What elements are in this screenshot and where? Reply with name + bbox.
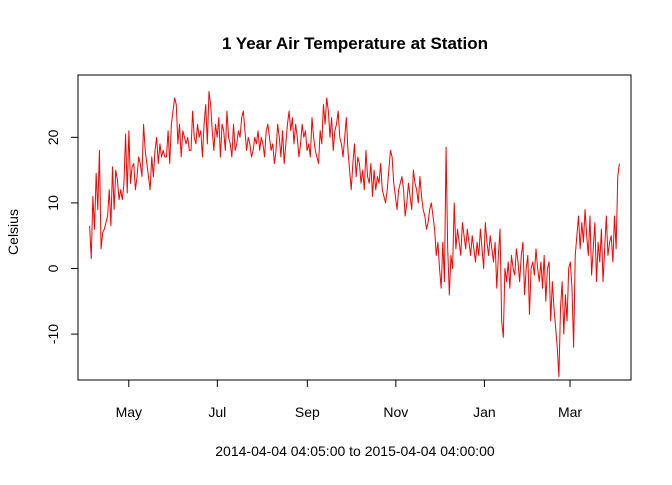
- x-tick-label-4: Jan: [473, 404, 496, 420]
- x-tick-label-5: Mar: [558, 404, 582, 420]
- series-line-0: [89, 90, 620, 378]
- chart-title: 1 Year Air Temperature at Station: [222, 34, 488, 53]
- y-tick-label-2: 10: [45, 195, 61, 211]
- y-axis-label: Celsius: [5, 209, 21, 255]
- x-axis: May Jul Sep Nov Jan Mar: [116, 379, 582, 420]
- x-tick-label-3: Nov: [383, 404, 408, 420]
- x-tick-label-1: Jul: [208, 404, 226, 420]
- y-tick-label-3: 20: [45, 129, 61, 145]
- series-layer: [89, 90, 620, 378]
- x-tick-label-2: Sep: [295, 404, 320, 420]
- plot-frame: [77, 74, 632, 381]
- x-axis-label: 2014-04-04 04:05:00 to 2015-04-04 04:00:…: [215, 443, 495, 459]
- y-axis: -10 0 10 20: [45, 129, 79, 344]
- y-tick-label-0: -10: [45, 324, 61, 344]
- x-tick-label-0: May: [116, 404, 142, 420]
- y-tick-label-1: 0: [45, 264, 61, 272]
